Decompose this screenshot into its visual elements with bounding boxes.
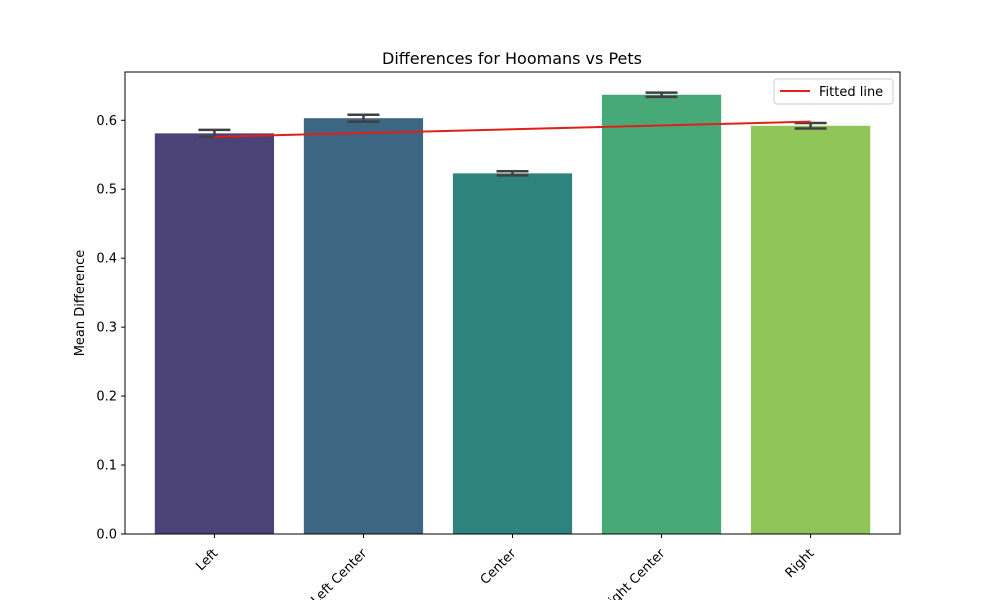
y-tick-label: 0.5 <box>96 183 117 198</box>
bar-left-center <box>303 118 424 534</box>
y-tick-label: 0.2 <box>96 390 117 405</box>
bar-center <box>452 173 573 534</box>
fitted-line-group <box>214 120 811 138</box>
x-ticks-group: Left Left Center Center Right Center Right <box>193 534 817 600</box>
x-tick-label: Left <box>193 546 221 574</box>
legend-box <box>773 78 894 105</box>
legend-label: Fitted line <box>819 85 883 100</box>
y-tick-label: 0.3 <box>96 321 117 336</box>
y-tick-label: 0.0 <box>96 528 117 543</box>
x-tick-label: Center <box>478 546 520 588</box>
bar-left <box>154 133 275 534</box>
legend: Fitted line <box>773 78 894 105</box>
y-tick-label: 0.4 <box>96 252 117 267</box>
y-axis-label: Mean Difference <box>73 250 88 357</box>
x-tick-label: Right Center <box>600 546 669 600</box>
error-bars-group <box>198 91 827 177</box>
y-ticks-group: 0.0 0.1 0.2 0.3 0.4 0.5 0.6 <box>96 114 125 543</box>
fitted-line <box>214 120 811 138</box>
y-tick-label: 0.1 <box>96 459 117 474</box>
x-tick-label: Right <box>783 546 818 581</box>
bar-right <box>750 125 871 535</box>
x-tick-label: Left Center <box>309 546 371 600</box>
y-tick-label: 0.6 <box>96 114 117 129</box>
plot-frame <box>124 71 901 535</box>
bar-right-center <box>601 94 722 535</box>
chart-title: Differences for Hoomans vs Pets <box>382 49 642 68</box>
bars-group <box>154 94 871 535</box>
